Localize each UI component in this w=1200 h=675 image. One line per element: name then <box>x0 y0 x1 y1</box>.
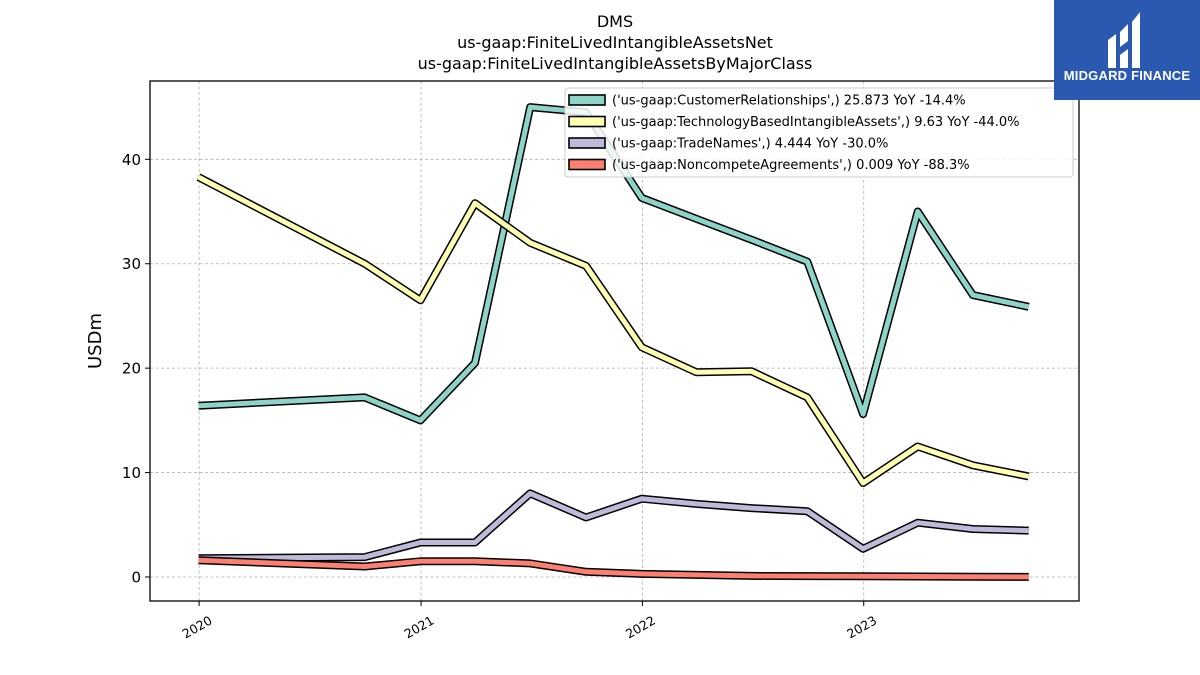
series-line-outline <box>196 173 1030 487</box>
legend-entry: ('us-gaap:TechnologyBasedIntangibleAsset… <box>612 115 1020 130</box>
y-tick-label: 0 <box>131 568 141 586</box>
y-tick-label: 30 <box>122 255 141 273</box>
y-tick-label: 20 <box>122 360 141 378</box>
series-line <box>197 174 1030 486</box>
plot-frame <box>149 80 1080 602</box>
series-1 <box>196 173 1030 487</box>
x-axis: 2020 2021 2022 2023 <box>180 601 879 642</box>
series-0 <box>198 103 1030 425</box>
series-line <box>198 490 1029 561</box>
series-line <box>198 104 1030 423</box>
legend-swatch <box>568 115 606 128</box>
series-lines <box>196 103 1030 581</box>
chart-title-line: DMS <box>597 12 633 31</box>
legend-swatch <box>568 137 606 149</box>
midgard-logo-icon <box>1108 12 1140 68</box>
series-line-outline <box>198 489 1029 563</box>
legend-swatch <box>568 94 606 106</box>
y-axis: 0 10 20 30 40 <box>122 151 150 586</box>
series-line <box>198 557 1029 580</box>
midgard-finance-logo: MIDGARD FINANCE <box>1054 0 1200 100</box>
legend: ('us-gaap:CustomerRelationships',) 25.87… <box>564 87 1074 178</box>
x-tick-label: 2022 <box>623 613 658 642</box>
legend-entry: ('us-gaap:CustomerRelationships',) 25.87… <box>612 94 966 109</box>
chart-title-line: us-gaap:FiniteLivedIntangibleAssetsByMaj… <box>418 54 813 73</box>
legend-entry: ('us-gaap:TradeNames',) 4.444 YoY -30.0% <box>612 137 888 152</box>
y-axis-label: USDm <box>85 313 106 369</box>
y-tick-label: 10 <box>122 464 141 482</box>
x-tick-label: 2021 <box>402 613 437 642</box>
chart-title: DMS us-gaap:FiniteLivedIntangibleAssetsNe… <box>418 12 813 73</box>
legend-box <box>564 87 1074 178</box>
legend-swatch <box>568 158 606 171</box>
legend-entry: ('us-gaap:NoncompeteAgreements',) 0.009 … <box>612 158 970 173</box>
x-tick-label: 2020 <box>180 613 215 642</box>
series-2 <box>198 489 1029 563</box>
logo-text: MIDGARD FINANCE <box>1063 68 1191 83</box>
y-tick-label: 40 <box>122 151 141 169</box>
chart-title-line: us-gaap:FiniteLivedIntangibleAssetsNet <box>457 33 773 52</box>
series-3 <box>198 556 1029 581</box>
x-tick-label: 2023 <box>844 613 879 642</box>
